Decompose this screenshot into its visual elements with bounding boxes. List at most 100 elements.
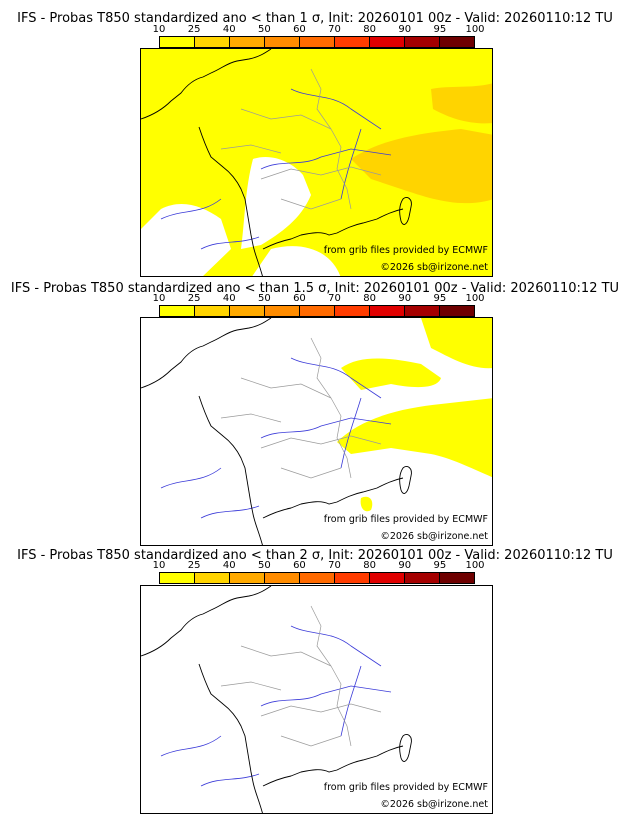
colorbar-tick-label: 25	[187, 560, 201, 571]
colorbar-segment	[370, 37, 405, 47]
region-border	[260, 166, 382, 180]
region-border	[280, 735, 342, 747]
colorbar-tick-label: 50	[257, 293, 271, 304]
panel-title: IFS - Probas T850 standardized ano < tha…	[17, 548, 613, 563]
coastline	[141, 586, 272, 657]
coastline	[141, 49, 272, 120]
colorbar-tick-label: 90	[398, 24, 412, 35]
colorbar-tick-label: 40	[222, 24, 236, 35]
region-border	[260, 703, 382, 717]
colorbar-segment	[230, 306, 265, 316]
colorbar-tick-label: 70	[328, 293, 341, 304]
map-canvas	[141, 318, 492, 545]
colorbar-tick-label: 80	[363, 560, 377, 571]
coastline	[141, 318, 272, 389]
coastline	[262, 477, 404, 519]
colorbar-segment	[265, 306, 300, 316]
river-line	[260, 148, 392, 170]
colorbar	[159, 572, 475, 584]
river-line	[200, 236, 260, 250]
no-probability-area	[241, 156, 311, 249]
coastline	[399, 465, 412, 494]
colorbar-segment	[230, 37, 265, 47]
colorbar-tick-label: 100	[465, 24, 485, 35]
coastline	[262, 208, 404, 250]
region-border	[310, 68, 352, 210]
colorbar-tick-label: 90	[398, 560, 412, 571]
data-credit: from grib files provided by ECMWF	[323, 782, 488, 793]
colorbar-tick-label: 40	[222, 560, 236, 571]
colorbar-tick-label: 70	[328, 24, 341, 35]
colorbar-segment	[160, 37, 195, 47]
colorbar-tick-label: 25	[187, 293, 201, 304]
colorbar-tick-label: 80	[363, 24, 377, 35]
colorbar-segment	[300, 37, 335, 47]
panel-title: IFS - Probas T850 standardized ano < tha…	[10, 281, 620, 296]
region-border	[220, 413, 282, 423]
colorbar-ticks: 10 25 40 50 60 70 80 90 95 100	[153, 560, 485, 572]
river-line	[200, 505, 260, 519]
colorbar-ticks: 10 25 40 50 60 70 80 90 95 100	[153, 24, 485, 36]
river-line	[200, 773, 260, 787]
region-border	[310, 337, 352, 479]
probability-area	[421, 318, 492, 369]
colorbar-tick-label: 100	[465, 293, 485, 304]
region-border	[280, 198, 342, 210]
colorbar-segment	[265, 573, 300, 583]
river-line	[160, 735, 222, 757]
colorbar-tick-label: 60	[293, 24, 306, 35]
colorbar-tick-label: 50	[257, 560, 271, 571]
colorbar	[159, 305, 475, 317]
colorbar-tick-label: 10	[152, 560, 166, 571]
colorbar	[159, 36, 475, 48]
river-line	[340, 128, 362, 200]
probability-area	[341, 358, 441, 390]
map-layer	[141, 318, 492, 545]
colorbar-segment	[195, 573, 230, 583]
coastline	[198, 395, 263, 545]
probability-area	[360, 496, 373, 512]
colorbar-tick-label: 70	[328, 560, 341, 571]
colorbar-tick-label: 80	[363, 293, 377, 304]
colorbar-tick-label: 60	[293, 560, 306, 571]
no-probability-area	[252, 246, 341, 276]
region-border	[220, 681, 282, 691]
river-line	[340, 665, 362, 737]
colorbar-segment	[335, 306, 370, 316]
colorbar-ticks: 10 25 40 50 60 70 80 90 95 100	[153, 293, 485, 305]
copyright: ©2026 sb@irizone.net	[380, 262, 488, 273]
colorbar-segment	[335, 37, 370, 47]
colorbar-tick-label: 10	[152, 293, 166, 304]
map-layer	[141, 49, 492, 276]
region-border	[260, 435, 382, 449]
probability-map: from grib files provided by ECMWF ©2026 …	[140, 317, 493, 546]
colorbar-segment	[300, 306, 335, 316]
data-credit: from grib files provided by ECMWF	[323, 245, 488, 256]
colorbar-tick-label: 95	[433, 24, 447, 35]
coastline	[399, 196, 412, 225]
colorbar-tick-label: 25	[187, 24, 201, 35]
no-probability-area	[141, 204, 231, 276]
colorbar-segment	[405, 37, 440, 47]
map-panel-2: IFS - Probas T850 standardized ano < tha…	[10, 281, 620, 546]
coastline	[198, 126, 263, 276]
river-line	[260, 417, 392, 439]
colorbar-segment	[335, 573, 370, 583]
region-border	[240, 377, 332, 399]
colorbar-tick-label: 40	[222, 293, 236, 304]
river-line	[160, 467, 222, 489]
colorbar-segment	[405, 573, 440, 583]
colorbar-segment	[370, 306, 405, 316]
colorbar-segment	[160, 306, 195, 316]
colorbar-tick-label: 100	[465, 560, 485, 571]
map-layer	[141, 586, 412, 813]
colorbar-tick-label: 60	[293, 293, 306, 304]
probability-area	[351, 129, 492, 204]
copyright: ©2026 sb@irizone.net	[380, 799, 488, 810]
colorbar-segment	[440, 573, 474, 583]
river-line	[340, 397, 362, 469]
probability-area	[337, 398, 492, 478]
region-border	[280, 467, 342, 479]
probability-area	[431, 83, 492, 124]
probability-map: from grib files provided by ECMWF ©2026 …	[140, 585, 493, 814]
